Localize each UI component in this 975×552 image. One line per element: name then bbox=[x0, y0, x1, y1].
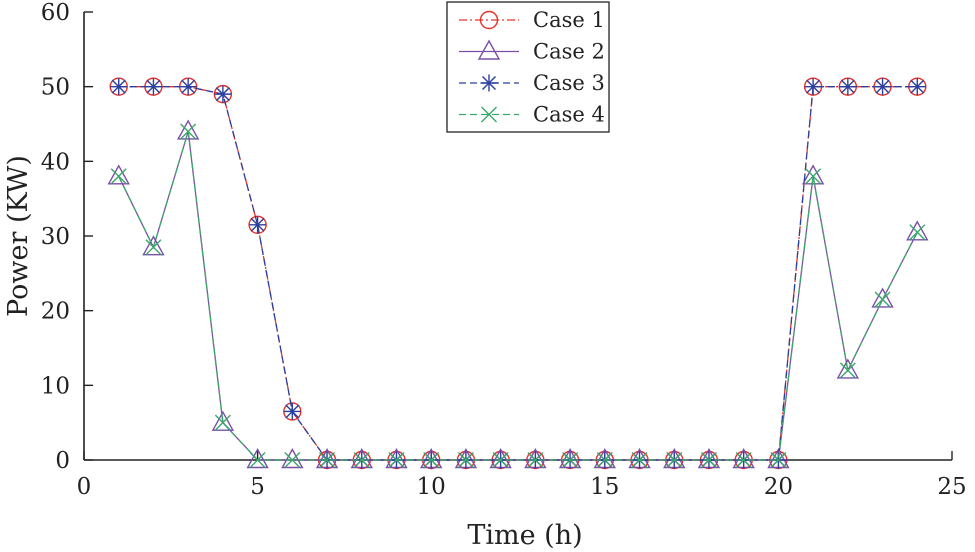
legend-label: Case 1 bbox=[533, 8, 605, 32]
x-tick-label: 5 bbox=[250, 474, 265, 500]
x-tick-label: 15 bbox=[590, 474, 619, 500]
x-tick-label: 20 bbox=[764, 474, 793, 500]
data-point-x bbox=[214, 414, 231, 431]
x-tick-label: 0 bbox=[77, 474, 92, 500]
data-point-triangle bbox=[246, 448, 269, 469]
series-line bbox=[118, 86, 918, 461]
data-point-asterisk bbox=[283, 402, 301, 420]
x-tick-label: 10 bbox=[417, 474, 446, 500]
data-point-x bbox=[481, 106, 497, 123]
series-layer bbox=[107, 77, 929, 470]
legend-item: Case 3 bbox=[459, 71, 605, 95]
data-point-asterisk bbox=[908, 78, 926, 96]
x-axis-title: Time (h) bbox=[467, 520, 582, 551]
data-point-triangle bbox=[801, 164, 825, 185]
y-tick-label: 40 bbox=[41, 149, 70, 175]
data-point-asterisk bbox=[839, 78, 857, 96]
data-point-asterisk bbox=[874, 78, 892, 96]
data-point-asterisk bbox=[804, 78, 822, 96]
series-line bbox=[118, 131, 918, 461]
series-1 bbox=[109, 77, 927, 470]
data-point-asterisk bbox=[179, 78, 197, 96]
data-point-x bbox=[319, 452, 336, 468]
series-2 bbox=[107, 119, 929, 469]
y-axis-title: Power (KW) bbox=[3, 155, 34, 317]
data-point-x bbox=[700, 452, 717, 468]
series-line bbox=[118, 86, 918, 461]
data-point-x bbox=[423, 452, 440, 468]
legend-label: Case 2 bbox=[533, 40, 605, 64]
data-point-asterisk bbox=[144, 78, 162, 96]
data-point-triangle bbox=[871, 287, 894, 308]
legend: Case 1 Case 2 Case 3 Case 4 bbox=[446, 1, 610, 133]
data-point-x bbox=[596, 452, 613, 468]
data-point-x bbox=[492, 452, 509, 468]
data-point-x bbox=[770, 452, 787, 468]
data-point-triangle bbox=[211, 410, 235, 431]
data-point-x bbox=[562, 452, 579, 468]
data-point-x bbox=[110, 168, 127, 185]
data-point-triangle bbox=[142, 235, 165, 256]
data-point-x bbox=[909, 224, 926, 241]
data-point-x bbox=[839, 362, 856, 379]
y-tick-label: 60 bbox=[41, 0, 70, 26]
legend-item: Case 1 bbox=[459, 8, 605, 32]
data-point-x bbox=[180, 123, 197, 140]
legend-label: Case 3 bbox=[533, 71, 605, 95]
data-point-triangle bbox=[836, 358, 860, 379]
data-point-x bbox=[666, 452, 683, 468]
legend-item: Case 2 bbox=[459, 40, 605, 64]
data-point-x bbox=[284, 452, 301, 468]
data-point-asterisk bbox=[110, 78, 128, 96]
data-point-x bbox=[388, 452, 405, 468]
legend-box bbox=[446, 1, 610, 133]
legend-item: Case 4 bbox=[459, 103, 605, 127]
data-point-x bbox=[527, 452, 544, 468]
data-point-circle bbox=[479, 10, 499, 30]
data-point-x bbox=[353, 452, 370, 468]
x-ticks: 0 5 10 15 20 25 bbox=[77, 451, 967, 500]
data-point-triangle bbox=[281, 448, 304, 469]
data-point-triangle bbox=[176, 119, 200, 140]
data-point-triangle bbox=[477, 39, 501, 60]
y-tick-label: 30 bbox=[41, 224, 70, 250]
y-tick-label: 10 bbox=[41, 373, 70, 399]
data-point-x bbox=[874, 291, 891, 308]
data-point-x bbox=[735, 452, 752, 468]
y-tick-label: 20 bbox=[41, 299, 70, 325]
x-tick-label: 25 bbox=[937, 474, 966, 500]
data-point-x bbox=[249, 452, 266, 468]
data-point-asterisk bbox=[480, 74, 498, 92]
data-point-x bbox=[805, 168, 822, 185]
data-point-x bbox=[145, 239, 162, 256]
data-point-triangle bbox=[107, 164, 130, 185]
series-3 bbox=[110, 78, 926, 469]
data-point-triangle bbox=[906, 220, 929, 241]
y-tick-label: 50 bbox=[41, 75, 70, 101]
legend-label: Case 4 bbox=[533, 103, 605, 127]
data-point-x bbox=[631, 452, 648, 468]
y-ticks: 0 10 20 30 40 50 60 bbox=[41, 0, 93, 474]
data-point-asterisk bbox=[249, 216, 267, 234]
series-line bbox=[118, 131, 918, 461]
data-point-asterisk bbox=[214, 85, 232, 103]
series-4 bbox=[110, 123, 926, 468]
y-tick-label: 0 bbox=[55, 448, 70, 474]
data-point-x bbox=[457, 452, 474, 468]
